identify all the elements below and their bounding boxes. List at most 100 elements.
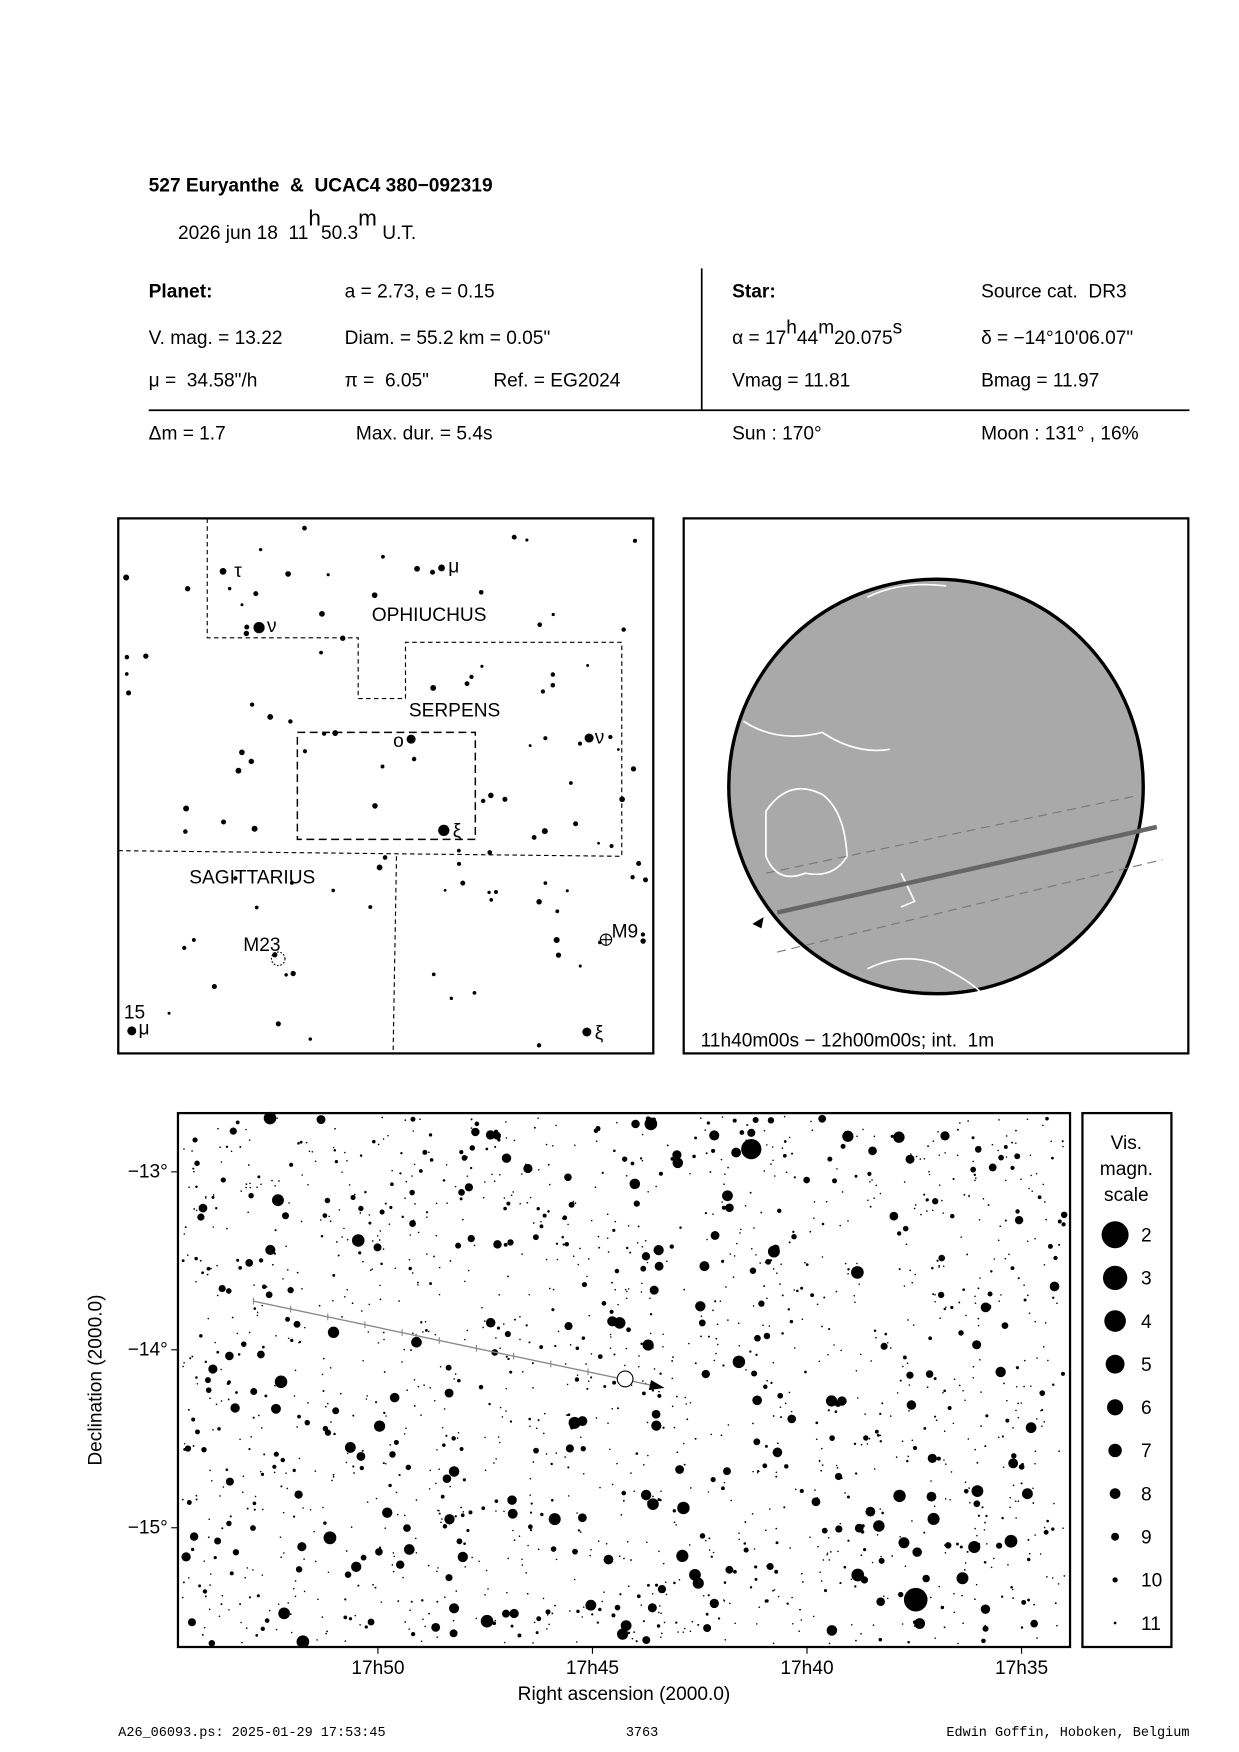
star (636, 860, 642, 866)
field-star (879, 1412, 882, 1416)
field-star (755, 1623, 758, 1625)
field-star (749, 1267, 757, 1274)
field-star (382, 1331, 385, 1334)
field-star (923, 1193, 926, 1196)
field-star (809, 1536, 811, 1538)
star (248, 758, 255, 765)
field-star (210, 1573, 212, 1575)
field-star (532, 1387, 534, 1389)
field-star (981, 1638, 986, 1644)
scale-dot (1113, 1621, 1117, 1625)
field-star (408, 1628, 411, 1630)
field-star (1014, 1142, 1017, 1144)
field-star (732, 1118, 737, 1123)
field-star (239, 1146, 242, 1149)
field-star (959, 1545, 963, 1549)
field-star (507, 1357, 510, 1361)
field-star (706, 1266, 708, 1269)
field-star (299, 1140, 303, 1144)
field-star (387, 1134, 389, 1137)
field-star (873, 1468, 876, 1470)
star (640, 938, 646, 944)
field-star (835, 1525, 843, 1533)
field-star (962, 1288, 966, 1292)
field-star (792, 1230, 795, 1233)
field-star (227, 1398, 230, 1401)
field-star (367, 1331, 370, 1333)
field-star (804, 1261, 806, 1264)
field-star (195, 1498, 198, 1501)
footer-author: Edwin Goffin, Hoboken, Belgium (946, 1726, 1189, 1741)
field-star (212, 1428, 214, 1431)
field-star (649, 1285, 659, 1295)
star (243, 630, 250, 637)
field-star (204, 1595, 207, 1598)
field-star (545, 1453, 548, 1455)
field-star (756, 1471, 759, 1474)
field-star (1044, 1322, 1047, 1324)
field-star (504, 1330, 511, 1338)
field-star (810, 1120, 812, 1123)
field-star (813, 1201, 816, 1203)
field-star (1026, 1294, 1029, 1297)
direction-arrow (752, 917, 764, 929)
field-star (646, 1541, 648, 1544)
field-star (373, 1243, 382, 1252)
field-star (491, 1173, 493, 1176)
scale-dot (1101, 1221, 1129, 1249)
field-star (984, 1624, 987, 1627)
field-star (855, 1639, 857, 1642)
field-star (676, 1549, 689, 1562)
field-star (551, 1308, 555, 1312)
field-star (801, 1581, 804, 1583)
field-star (647, 1454, 649, 1457)
field-star (440, 1521, 442, 1524)
field-star (358, 1205, 364, 1212)
field-star (775, 1541, 779, 1545)
field-star (191, 1417, 196, 1422)
field-star (1025, 1422, 1037, 1434)
star (368, 905, 373, 910)
field-star (990, 1566, 993, 1569)
field-star (723, 1481, 726, 1484)
field-star (764, 1444, 768, 1448)
field-star (567, 1495, 570, 1497)
field-star (641, 1133, 644, 1136)
field-star (268, 1609, 271, 1612)
field-star (338, 1209, 341, 1211)
field-star (791, 1152, 794, 1155)
field-star (1053, 1502, 1055, 1505)
field-star (354, 1614, 357, 1617)
field-star (607, 1422, 609, 1424)
field-star (739, 1130, 745, 1135)
field-star (294, 1490, 303, 1499)
field-star (621, 1490, 627, 1496)
field-star (932, 1140, 935, 1142)
field-star (714, 1300, 717, 1303)
field-star (343, 1615, 348, 1620)
field-star (1015, 1385, 1018, 1388)
field-star (707, 1335, 710, 1338)
field-star (398, 1300, 400, 1302)
field-star (944, 1152, 946, 1154)
field-star (611, 1281, 614, 1284)
field-star (936, 1456, 941, 1461)
field-star (750, 1247, 753, 1250)
field-star (377, 1342, 380, 1344)
field-star (323, 1521, 327, 1525)
field-star (505, 1355, 508, 1358)
field-star (529, 1425, 531, 1427)
field-star (417, 1385, 420, 1388)
field-star (527, 1544, 529, 1547)
field-star (928, 1170, 930, 1173)
star (487, 890, 491, 895)
field-star (420, 1321, 423, 1324)
field-star (569, 1610, 571, 1612)
chart-outline (296, 731, 477, 841)
field-star (249, 1186, 252, 1189)
field-star (785, 1171, 788, 1174)
field-star (264, 1394, 268, 1398)
star (531, 835, 537, 840)
finder-label: 15 (124, 1002, 145, 1023)
field-star (206, 1266, 211, 1271)
